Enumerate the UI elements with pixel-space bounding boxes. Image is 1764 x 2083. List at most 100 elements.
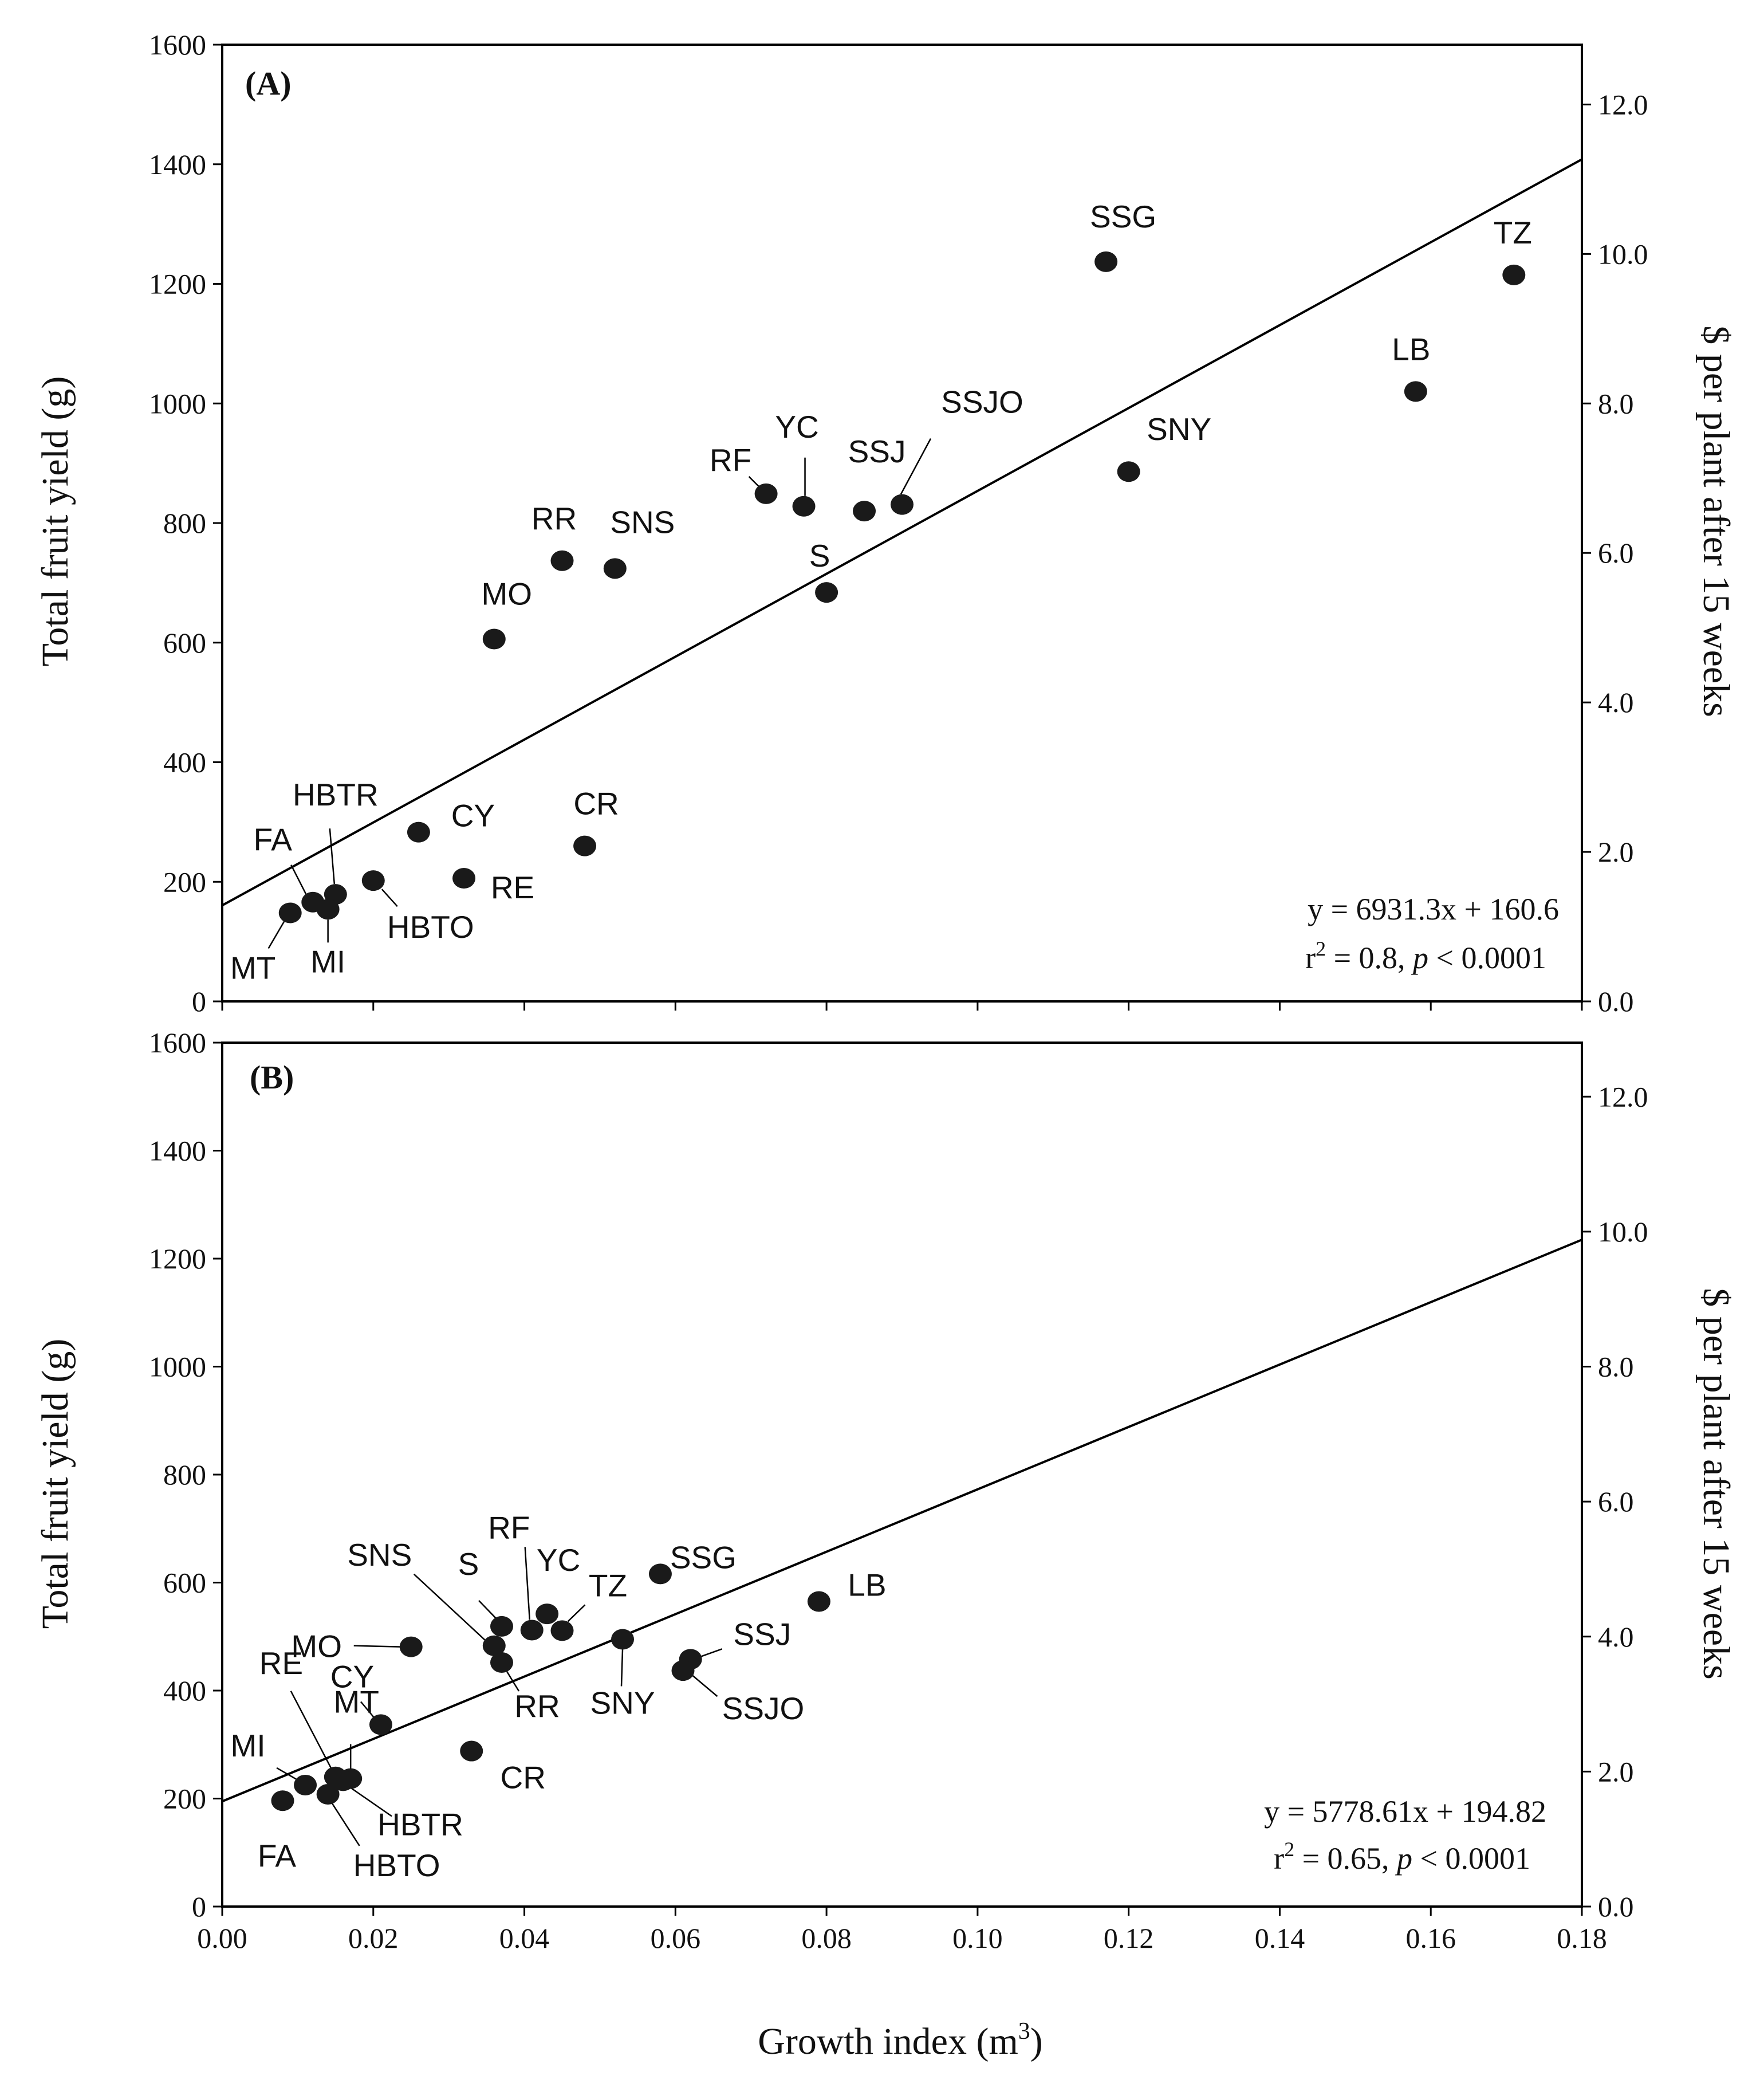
panel-b-label-hbto: HBTO: [353, 1848, 440, 1883]
panel-b-r2-symbol: r: [1274, 1841, 1284, 1876]
panel-b-leader-mo: [353, 1645, 401, 1648]
panel-a-point-rr: [550, 550, 574, 571]
panel-a-y-tick-label: 800: [163, 507, 206, 539]
panel-a-point-hbto: [361, 870, 385, 891]
panel-a-label-mo: MO: [481, 576, 532, 611]
panel-a-point-re: [452, 867, 476, 889]
panel-a-label-ssjo: SSJO: [941, 384, 1023, 420]
panel-b-label-sny: SNY: [590, 1685, 655, 1720]
panel-b-point-ssjo: [671, 1660, 695, 1681]
panel-b-label-s: S: [458, 1546, 479, 1582]
panel-a-y2-axis-title: $ per plant after 15 weeks: [1695, 325, 1737, 717]
panel-b-y-tick-label: 1600: [149, 1027, 206, 1059]
panel-b-y2-tick-label: 10.0: [1598, 1216, 1648, 1248]
panel-b-point-cr: [460, 1740, 483, 1762]
panel-a-y2-tick-label: 8.0: [1598, 387, 1634, 419]
panel-a-point-ssj: [853, 501, 876, 522]
panel-a-y2-tick-label: 10.0: [1598, 238, 1648, 270]
panel-a-label-rf: RF: [710, 442, 751, 478]
panel-a-point-mo: [482, 628, 506, 650]
panel-a-label-hbto: HBTO: [387, 909, 474, 945]
panel-b-label-mi: MI: [231, 1728, 266, 1763]
panel-b-point-hbtr: [332, 1770, 355, 1791]
panel-b-label-lb: LB: [848, 1567, 886, 1602]
panel-a-y2-tick-label: 0.0: [1598, 985, 1634, 1017]
panel-a-point-sns: [603, 558, 627, 579]
panel-b-point-mo: [399, 1636, 423, 1657]
panel-b-y-axis-title: Total fruit yield (g): [34, 1339, 76, 1629]
panel-a-r2-sup: 2: [1316, 937, 1326, 960]
panel-b-y2-tick-label: 8.0: [1598, 1351, 1634, 1383]
x-tick-label: 0.12: [1104, 1922, 1154, 1954]
x-tick-label: 0.02: [348, 1922, 399, 1954]
panel-a-label-hbtr: HBTR: [293, 777, 379, 812]
panel-a-y-tick-label: 1400: [149, 148, 206, 180]
panel-a-point-rf: [754, 483, 778, 504]
x-axis-title-sup: 3: [1018, 2018, 1030, 2045]
panel-b-label-rr: RR: [514, 1688, 560, 1724]
panel-a-label-re: RE: [491, 870, 534, 905]
panel-b-label-hbtr: HBTR: [377, 1806, 463, 1842]
panel-b-leader-ssj: [699, 1648, 723, 1658]
panel-a-label-sns: SNS: [610, 504, 675, 540]
panel-a-leader-hbto: [381, 889, 398, 907]
panel-b-label-yc: YC: [537, 1542, 580, 1578]
panel-b-leader-sns: [413, 1573, 486, 1641]
panel-a-y-tick-label: 1200: [149, 268, 206, 300]
panel-a-label-cr: CR: [573, 786, 619, 822]
panel-b-label-ssg: SSG: [670, 1539, 737, 1575]
x-tick-label: 0.06: [651, 1922, 701, 1954]
panel-b-point-ssg: [648, 1563, 672, 1585]
x-axis-title: Growth index (m3): [758, 2018, 1043, 2062]
panel-b-point-cy: [369, 1714, 392, 1735]
panel-a-y-tick-label: 0: [192, 985, 206, 1017]
panel-b-leader-re: [290, 1691, 333, 1771]
panel-b-point-hbto: [316, 1783, 340, 1805]
panel-b-point-mi: [294, 1774, 317, 1795]
panel-a-y-tick-label: 600: [163, 627, 206, 659]
panel-b-r2-sup: 2: [1284, 1838, 1294, 1861]
panel-a-y-tick-label: 200: [163, 866, 206, 898]
panel-b-label-fa: FA: [258, 1838, 297, 1873]
panel-b-r2-value: = 0.65,: [1294, 1841, 1397, 1876]
panel-b-y-tick-label: 600: [163, 1567, 206, 1599]
panel-a-point-cr: [573, 835, 597, 856]
panel-b-point-s: [490, 1616, 513, 1637]
panel-b-leader-s: [478, 1599, 497, 1619]
panel-a-label-tz: TZ: [1494, 215, 1532, 250]
x-tick-label: 0.10: [952, 1922, 1003, 1954]
panel-a-point-lb: [1404, 381, 1427, 402]
panel-b-p-value: < 0.0001: [1412, 1841, 1530, 1876]
panel-b-leader-rf: [524, 1547, 530, 1620]
panel-b-label-cy: CY: [330, 1658, 374, 1694]
panel-b-leader-hbto: [330, 1802, 360, 1846]
panel-b-leader-sny: [620, 1649, 624, 1687]
panel-a-label-ssj: SSJ: [848, 434, 906, 469]
panel-a-label-sny: SNY: [1147, 411, 1211, 447]
panel-a-point-ssg: [1094, 251, 1118, 272]
panel-a-leader-hbtr: [329, 828, 336, 885]
panel-b-y2-tick-label: 0.0: [1598, 1891, 1634, 1923]
panel-a-point-s: [815, 582, 838, 603]
panel-b-y2-tick-label: 2.0: [1598, 1755, 1634, 1787]
panel-b-equation: y = 5778.61x + 194.82: [1264, 1794, 1546, 1829]
x-tick-label: 0.14: [1255, 1922, 1305, 1954]
panel-a-label-fa: FA: [254, 822, 293, 858]
panel-a-point-mi: [316, 899, 340, 920]
panel-a-label-mt: MT: [230, 950, 275, 986]
panel-b-leader-mi: [276, 1767, 299, 1782]
panel-b-y-tick-label: 400: [163, 1675, 206, 1707]
panel-a-equation: y = 6931.3x + 160.6: [1308, 892, 1559, 926]
panel-b-point-lb: [807, 1591, 830, 1612]
panel-b-label-cr: CR: [501, 1760, 546, 1795]
panel-a-point-mt: [278, 902, 302, 923]
panel-a-y2-tick-label: 12.0: [1598, 88, 1648, 120]
panel-b-leader-cy: [360, 1701, 376, 1720]
panel-b-label-mo: MO: [291, 1629, 342, 1664]
panel-b-label-re: RE: [259, 1645, 303, 1681]
panel-a-y-tick-label: 1600: [149, 29, 206, 61]
panel-a-point-cy: [407, 822, 430, 843]
panel-a-label-lb: LB: [1392, 331, 1430, 367]
panel-a-y-tick-label: 400: [163, 746, 206, 779]
